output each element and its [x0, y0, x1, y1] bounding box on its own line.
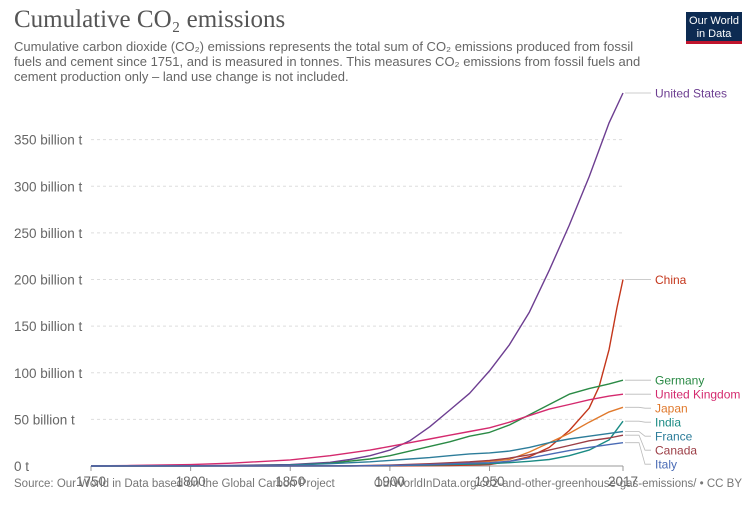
series-line-united-kingdom[interactable] [90, 393, 624, 467]
x-tick-label: 1850 [275, 474, 305, 489]
series-label[interactable]: United States [655, 87, 727, 101]
x-tick-label: 2017 [608, 474, 638, 489]
owid-logo[interactable]: Our World in Data [686, 12, 742, 44]
x-tick-label: 1800 [176, 474, 206, 489]
series-label[interactable]: France [655, 430, 693, 444]
series-label[interactable]: Germany [655, 374, 704, 388]
logo-line-2: in Data [696, 28, 732, 40]
logo-line-1: Our World [689, 15, 739, 27]
leader-line [625, 406, 651, 409]
source-note: Source: Our World in Data based on the G… [14, 478, 335, 490]
y-tick-label: 150 billion t [14, 319, 83, 334]
series-label[interactable]: United Kingdom [655, 388, 740, 402]
series-line-italy[interactable] [90, 442, 624, 467]
series-layer [90, 92, 624, 467]
y-tick-label: 100 billion t [14, 366, 83, 381]
leader-line [625, 431, 651, 437]
series-label[interactable]: Japan [655, 402, 688, 416]
series-label[interactable]: China [655, 273, 687, 287]
series-label[interactable]: Canada [655, 444, 697, 458]
series-line-japan[interactable] [90, 406, 624, 467]
x-tick-label: 1900 [375, 474, 405, 489]
series-line-germany[interactable] [90, 379, 624, 467]
y-tick-label: 200 billion t [14, 273, 83, 288]
chart-subtitle: Cumulative carbon dioxide (CO₂) emission… [14, 39, 641, 84]
series-line-france[interactable] [90, 430, 624, 467]
y-tick-label: 50 billion t [14, 412, 75, 427]
series-label[interactable]: Italy [655, 458, 677, 472]
series-label[interactable]: India [655, 416, 681, 430]
y-tick-label: 250 billion t [14, 226, 83, 241]
series-line-china[interactable] [90, 279, 624, 467]
source-link[interactable]: OurWorldInData.org/co2-and-other-greenho… [373, 478, 742, 490]
y-tick-label: 300 billion t [14, 179, 83, 194]
x-tick-label: 1950 [474, 474, 504, 489]
x-tick-label: 1750 [76, 474, 106, 489]
leader-line [625, 442, 651, 465]
y-tick-label: 350 billion t [14, 133, 83, 148]
leader-line [625, 420, 651, 423]
y-tick-label: 0 t [14, 459, 29, 474]
leader-line [625, 434, 651, 451]
chart-title: Cumulative CO₂ emissions [14, 6, 286, 33]
grid-layer: 0 t 50 billion t 100 billion t 150 billion … [14, 133, 638, 489]
